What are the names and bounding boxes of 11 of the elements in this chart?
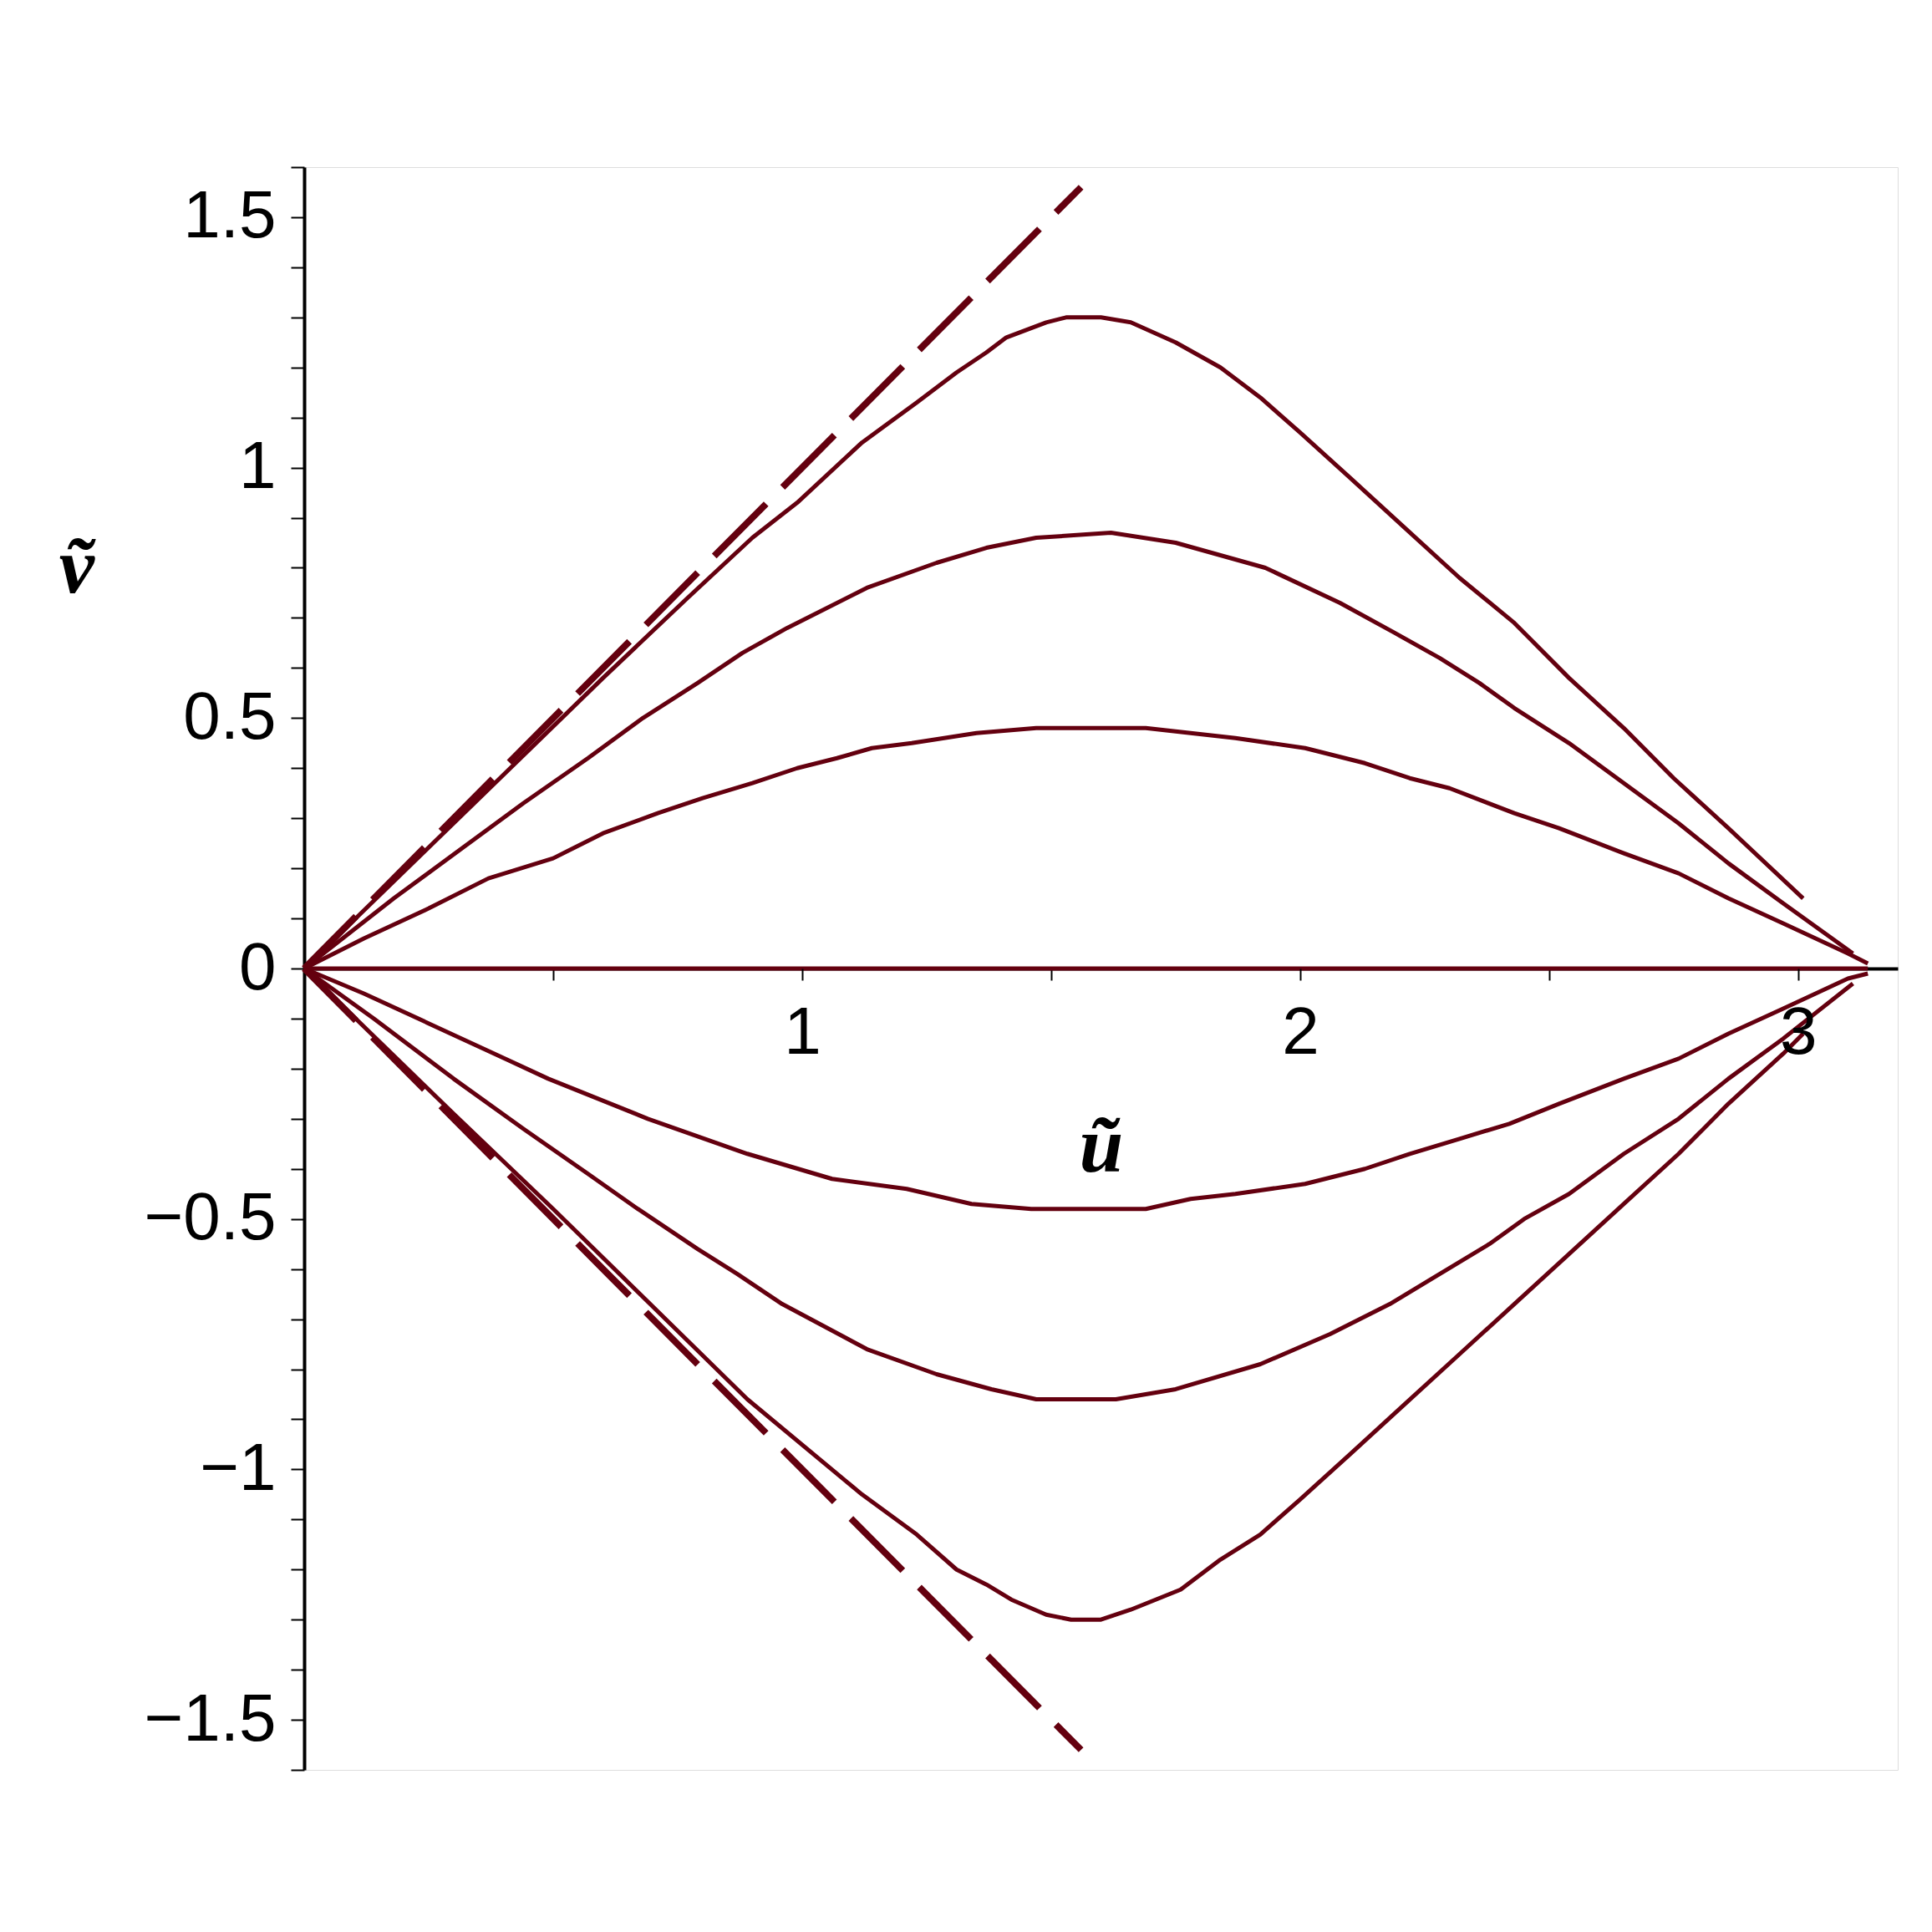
y-tick-label: 1 (239, 428, 277, 503)
y-tick-label: 0.5 (183, 678, 277, 753)
x-tick-label: 1 (784, 993, 821, 1068)
y-axis-title: ṽ (58, 521, 96, 610)
y-tick-label: −1 (200, 1429, 277, 1504)
x-axis-title: ũ (1079, 1100, 1124, 1189)
y-tick-label: −1.5 (144, 1680, 277, 1755)
y-tick-label: 1.5 (183, 177, 277, 252)
y-tick-label: −0.5 (144, 1179, 277, 1254)
x-tick-label: 2 (1282, 993, 1319, 1068)
y-tick-label: 0 (239, 928, 277, 1004)
